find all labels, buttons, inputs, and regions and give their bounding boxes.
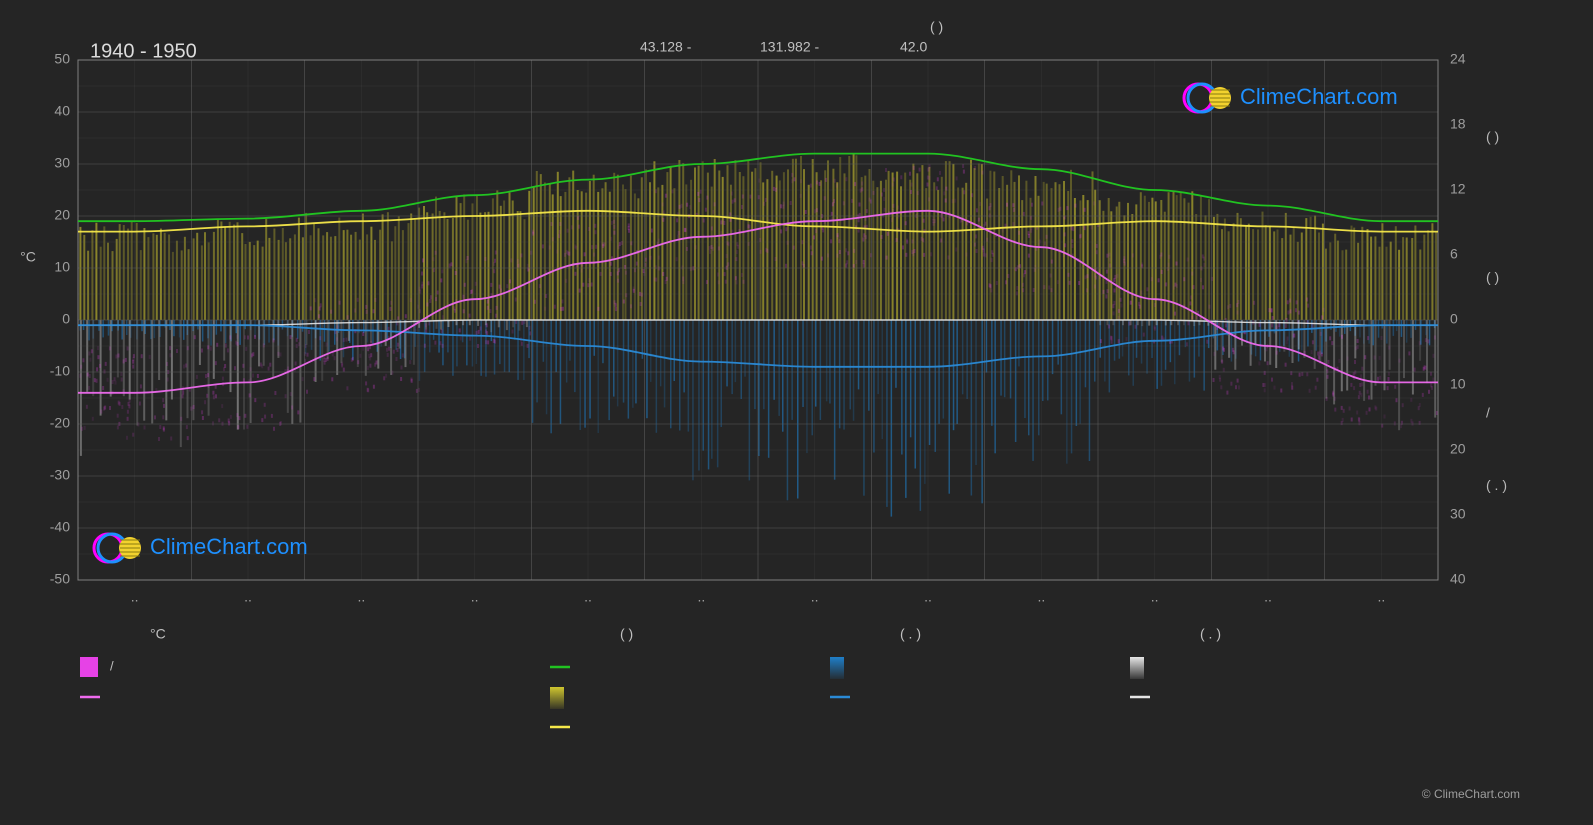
svg-text:-10: -10 — [50, 363, 70, 379]
svg-text:( ): ( ) — [930, 19, 943, 35]
lon-label: 131.982 - — [760, 39, 819, 55]
svg-text:0: 0 — [62, 311, 70, 327]
svg-text:-20: -20 — [50, 415, 70, 431]
right-axis-top-label: ( ) — [1486, 129, 1499, 145]
svg-text:..: .. — [584, 589, 592, 605]
legend-header-2: ( . ) — [900, 626, 921, 642]
copyright: © ClimeChart.com — [1422, 787, 1520, 801]
right-axis-slash: / — [1486, 404, 1490, 420]
climate-chart: 50 40 30 20 10 0 -10 -20 -30 -40 -50 °C 24 18 12 6 0 10 20… — [0, 0, 1593, 825]
svg-text:..: .. — [1037, 589, 1045, 605]
svg-text:ClimeChart.com: ClimeChart.com — [1240, 84, 1398, 109]
svg-text:-40: -40 — [50, 519, 70, 535]
svg-text:50: 50 — [54, 51, 70, 67]
legend-header-3: ( . ) — [1200, 626, 1221, 642]
period-title: 1940 - 1950 — [90, 40, 197, 62]
svg-text:40: 40 — [1450, 571, 1466, 587]
left-axis-label: °C — [20, 248, 36, 264]
legend-header-0: °C — [150, 626, 166, 642]
svg-text:..: .. — [1264, 589, 1272, 605]
svg-text:..: .. — [471, 589, 479, 605]
svg-text:0: 0 — [1450, 311, 1458, 327]
svg-text:12: 12 — [1450, 181, 1466, 197]
svg-text:..: .. — [244, 589, 252, 605]
svg-text:6: 6 — [1450, 246, 1458, 262]
lat-label: 43.128 - — [640, 39, 692, 55]
svg-text:..: .. — [1377, 589, 1385, 605]
svg-text:..: .. — [697, 589, 705, 605]
svg-text:ClimeChart.com: ClimeChart.com — [150, 534, 308, 559]
right-axis-bottom-label: ( . ) — [1486, 477, 1507, 493]
svg-text:/: / — [110, 658, 114, 673]
svg-text:18: 18 — [1450, 116, 1466, 132]
svg-text:..: .. — [357, 589, 365, 605]
svg-text:40: 40 — [54, 103, 70, 119]
svg-text:20: 20 — [1450, 441, 1466, 457]
svg-text:..: .. — [924, 589, 932, 605]
svg-text:..: .. — [811, 589, 819, 605]
legend-header-1: ( ) — [620, 626, 633, 642]
svg-text:30: 30 — [54, 155, 70, 171]
svg-text:-50: -50 — [50, 571, 70, 587]
svg-text:10: 10 — [1450, 376, 1466, 392]
svg-text:10: 10 — [54, 259, 70, 275]
svg-text:20: 20 — [54, 207, 70, 223]
elev-label: 42.0 — [900, 39, 927, 55]
svg-text:30: 30 — [1450, 506, 1466, 522]
svg-text:-30: -30 — [50, 467, 70, 483]
svg-text:24: 24 — [1450, 51, 1466, 67]
svg-text:..: .. — [131, 589, 139, 605]
svg-text:..: .. — [1151, 589, 1159, 605]
svg-text:( ): ( ) — [1486, 269, 1499, 285]
